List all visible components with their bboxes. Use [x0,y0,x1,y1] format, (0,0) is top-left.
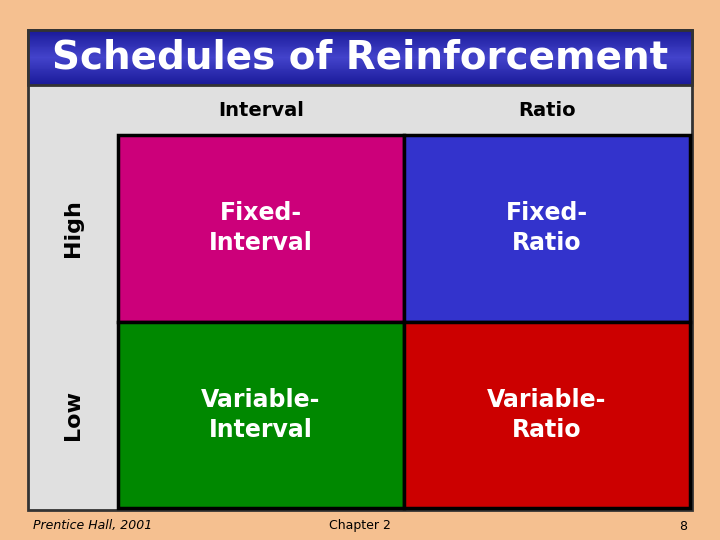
Bar [28,38,692,39]
Bar [28,46,692,48]
Bar [28,79,692,80]
Text: Ratio: Ratio [518,100,576,119]
Bar [28,30,692,85]
Bar [28,30,692,31]
Bar [28,72,692,73]
Bar [28,40,692,42]
Text: Variable-
Interval: Variable- Interval [202,388,320,442]
Bar [28,33,692,35]
Bar [28,60,692,62]
Bar [28,56,692,57]
Bar [28,55,692,57]
Bar [28,50,692,51]
Bar [28,32,692,33]
Bar [28,63,692,64]
Bar [28,59,692,60]
Bar [28,43,692,45]
Bar [28,72,692,74]
Bar [28,76,692,77]
Bar [28,51,692,52]
Bar [28,36,692,37]
Bar [28,53,692,55]
Bar [28,48,692,49]
Text: Fixed-
Interval: Fixed- Interval [209,201,313,255]
Bar [28,45,692,46]
Bar [28,30,692,510]
Bar [28,58,692,59]
Text: Low: Low [63,390,83,440]
Bar [28,64,692,66]
Bar [28,51,692,53]
Text: Interval: Interval [218,100,304,119]
Bar [28,70,692,71]
Bar [28,83,692,84]
Bar [28,54,692,56]
Text: High: High [63,199,83,257]
Bar [28,35,692,36]
Bar [28,67,692,69]
Bar [28,60,692,61]
Bar [28,39,692,40]
Bar [28,68,692,70]
Bar [28,71,692,72]
Bar [118,135,404,321]
Bar [28,49,692,50]
Bar [28,63,692,65]
Bar [28,31,692,33]
Text: Fixed-
Ratio: Fixed- Ratio [506,201,588,255]
Bar [28,78,692,79]
Bar [28,80,692,82]
Bar [28,81,692,82]
Bar [28,44,692,45]
Text: Prentice Hall, 2001: Prentice Hall, 2001 [33,519,152,532]
Bar [28,34,692,36]
Text: Variable-
Ratio: Variable- Ratio [487,388,607,442]
Bar [28,66,692,68]
Bar [28,30,692,32]
Text: Chapter 2: Chapter 2 [329,519,391,532]
Bar [28,73,692,75]
Bar [28,76,692,78]
Bar [28,77,692,79]
Bar [28,42,692,44]
Bar [404,321,690,508]
Bar [28,69,692,70]
Bar [28,52,692,54]
Bar [28,62,692,63]
Text: 8: 8 [679,519,687,532]
Bar [28,37,692,38]
Bar [404,135,690,321]
Bar [28,39,692,41]
Bar [28,65,692,66]
Bar [28,42,692,43]
Bar [28,82,692,83]
Bar [28,75,692,76]
Bar [28,57,692,58]
Bar [28,84,692,85]
Text: Schedules of Reinforcement: Schedules of Reinforcement [52,38,668,77]
Bar [118,321,404,508]
Bar [28,47,692,49]
